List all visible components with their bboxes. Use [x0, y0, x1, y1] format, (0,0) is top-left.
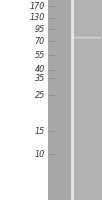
- Bar: [73, 40, 101, 41]
- Text: 70: 70: [35, 37, 45, 46]
- Text: 10: 10: [35, 150, 45, 159]
- Text: 55: 55: [35, 50, 45, 60]
- Bar: [73, 36, 101, 37]
- Bar: [73, 34, 101, 35]
- Bar: [73, 41, 101, 42]
- Bar: [73, 38, 101, 39]
- Text: 35: 35: [35, 74, 45, 83]
- Bar: [73, 39, 101, 40]
- Text: 170: 170: [29, 2, 45, 11]
- Bar: [73, 35, 101, 36]
- Text: 130: 130: [29, 13, 45, 22]
- Bar: [73, 37, 101, 38]
- Text: 15: 15: [35, 127, 45, 136]
- Text: 25: 25: [35, 91, 45, 100]
- Text: 95: 95: [35, 25, 45, 34]
- Bar: [48, 0, 72, 200]
- Bar: [72, 0, 102, 200]
- Text: 40: 40: [35, 65, 45, 74]
